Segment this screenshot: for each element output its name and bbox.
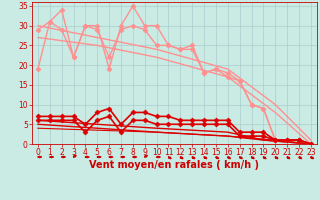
X-axis label: Vent moyen/en rafales ( km/h ): Vent moyen/en rafales ( km/h ) xyxy=(89,160,260,170)
